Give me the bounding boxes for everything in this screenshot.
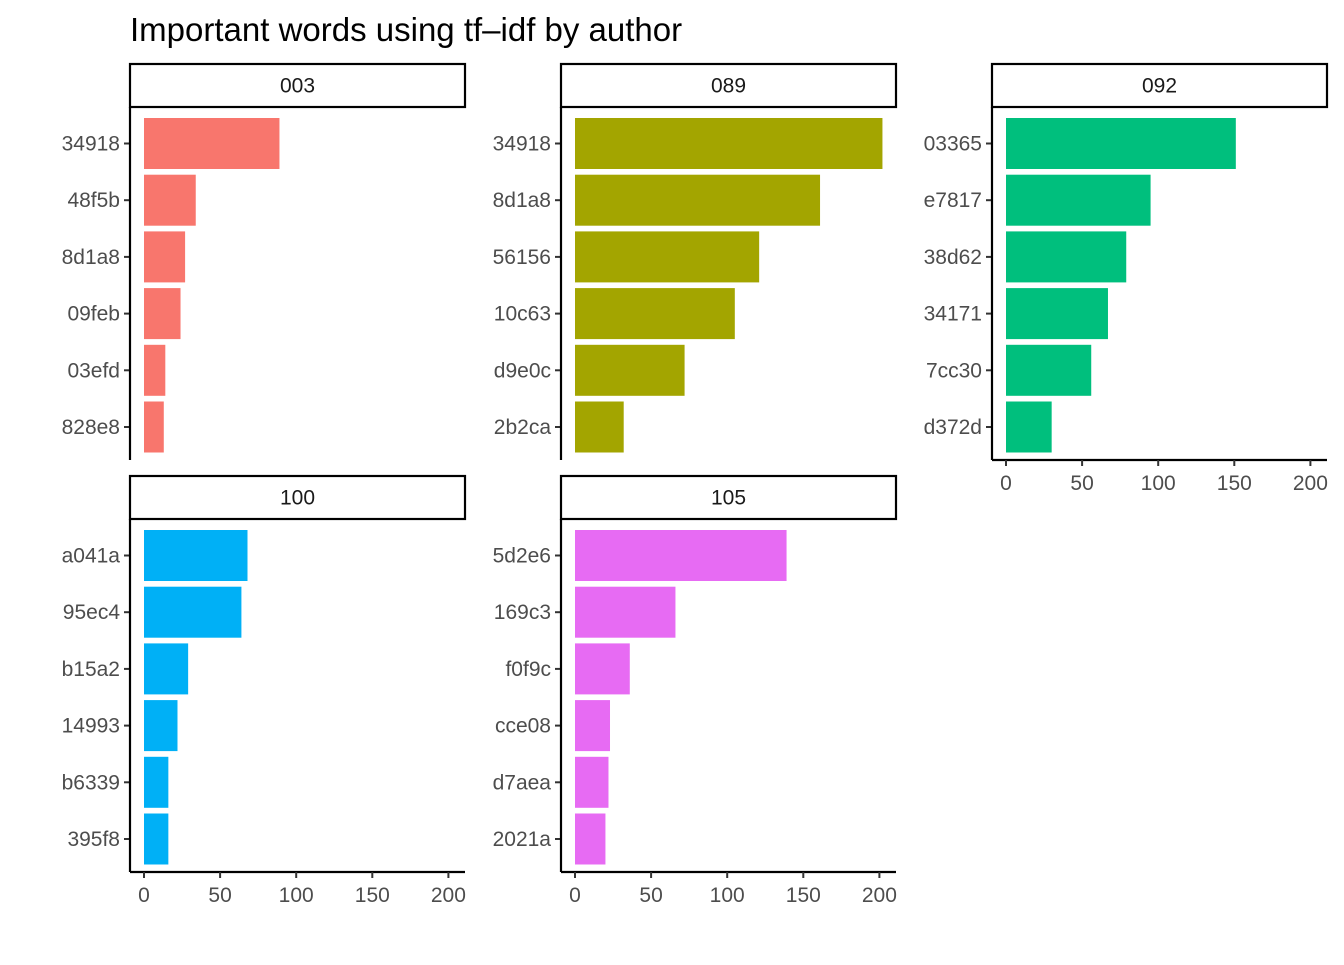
y-tick-label: 56156	[493, 246, 551, 269]
facet-strip	[559, 474, 898, 521]
x-tick-label: 150	[1217, 472, 1252, 495]
bar	[144, 756, 169, 808]
y-tick-label: 10c63	[494, 303, 551, 326]
y-tick-label: e7817	[924, 189, 982, 212]
y-tick-label: 03365	[924, 133, 982, 156]
y-tick-label: 395f8	[67, 828, 120, 851]
facet-strip	[128, 474, 467, 521]
y-tick-label: 34171	[924, 303, 982, 326]
bar	[575, 174, 821, 226]
x-tick-label: 200	[431, 884, 466, 907]
bar	[144, 530, 248, 581]
y-tick-label: d372d	[924, 416, 982, 439]
y-tick-label: 2b2ca	[494, 416, 552, 439]
facet-panel-089: 089 34918 8d1a8 56156 10c63 d9e0c 2b2ca	[493, 62, 898, 460]
y-tick-label: 14993	[62, 715, 120, 738]
y-tick-label: 48f5b	[67, 189, 120, 212]
y-tick-label: 34918	[493, 133, 551, 156]
facet-strip	[990, 62, 1329, 109]
y-tick-label: 09feb	[67, 303, 120, 326]
bar	[1006, 288, 1108, 340]
bar	[1006, 174, 1151, 226]
x-tick-label: 150	[355, 884, 390, 907]
bar	[144, 586, 242, 638]
facet-strip-label: 105	[711, 487, 746, 510]
y-tick-label: 169c3	[494, 601, 551, 624]
x-tick-label: 50	[208, 884, 231, 907]
facet-strip-label: 003	[280, 75, 315, 98]
bar	[575, 344, 685, 396]
bar	[144, 231, 186, 283]
x-tick-label: 0	[1000, 472, 1012, 495]
y-tick-label: 8d1a8	[62, 246, 120, 269]
y-tick-label: d9e0c	[494, 359, 551, 382]
y-tick-label: 7cc30	[926, 359, 982, 382]
bar	[144, 174, 196, 226]
y-tick-label: 2021a	[493, 828, 552, 851]
y-tick-label: 5d2e6	[493, 545, 551, 568]
bar	[1006, 231, 1127, 283]
facet-strip-label: 089	[711, 75, 746, 98]
bar	[575, 118, 883, 169]
bar	[575, 231, 760, 283]
y-tick-label: 95ec4	[63, 601, 121, 624]
bar	[575, 530, 787, 581]
facet-panel-003: 003 34918 48f5b 8d1a8 09feb 03efd 828e8	[62, 62, 467, 460]
bar	[575, 756, 609, 808]
bar	[144, 813, 169, 865]
y-tick-label: 8d1a8	[493, 189, 551, 212]
facet-panel-100: 100 a041a 95ec4 b15a2 14993 b6339 395f8 0 50 100 1…	[62, 474, 467, 907]
y-tick-label: b6339	[62, 771, 120, 794]
bar	[575, 700, 611, 752]
y-tick-label: f0f9c	[505, 658, 551, 681]
x-tick-label: 100	[279, 884, 314, 907]
bar	[144, 288, 181, 340]
y-tick-label: 34918	[62, 133, 120, 156]
bar	[575, 813, 606, 865]
y-tick-label: 828e8	[62, 416, 120, 439]
x-tick-label: 200	[862, 884, 897, 907]
y-tick-label: 03efd	[67, 359, 120, 382]
bar	[144, 344, 166, 396]
bar	[575, 401, 624, 453]
y-tick-label: d7aea	[493, 771, 552, 794]
bar	[575, 643, 630, 695]
x-tick-label: 50	[1070, 472, 1093, 495]
x-tick-label: 200	[1293, 472, 1328, 495]
y-tick-label: b15a2	[62, 658, 120, 681]
x-tick-label: 0	[138, 884, 150, 907]
y-tick-label: 38d62	[924, 246, 982, 269]
bar	[144, 700, 178, 752]
bar	[1006, 401, 1052, 453]
x-tick-label: 150	[786, 884, 821, 907]
bar	[575, 586, 676, 638]
bar	[144, 118, 280, 169]
facet-strip	[559, 62, 898, 109]
bar	[575, 288, 735, 340]
bar	[1006, 344, 1092, 396]
x-tick-label: 100	[1141, 472, 1176, 495]
facet-strip-label: 092	[1142, 75, 1177, 98]
y-tick-label: a041a	[62, 545, 121, 568]
bar	[144, 643, 189, 695]
chart-title: Important words using tf–idf by author	[130, 11, 682, 48]
facet-panel-092: 092 03365 e7817 38d62 34171 7cc30 d372d 0 50 100 1…	[924, 62, 1329, 495]
bar	[1006, 118, 1236, 169]
facet-strip-label: 100	[280, 487, 315, 510]
x-tick-label: 50	[639, 884, 662, 907]
x-tick-label: 100	[710, 884, 745, 907]
y-tick-label: cce08	[495, 715, 551, 738]
x-tick-label: 0	[569, 884, 581, 907]
facet-strip	[128, 62, 467, 109]
facet-panel-105: 105 5d2e6 169c3 f0f9c cce08 d7aea 2021a 0 50 100 1…	[493, 474, 898, 907]
bar	[144, 401, 164, 453]
